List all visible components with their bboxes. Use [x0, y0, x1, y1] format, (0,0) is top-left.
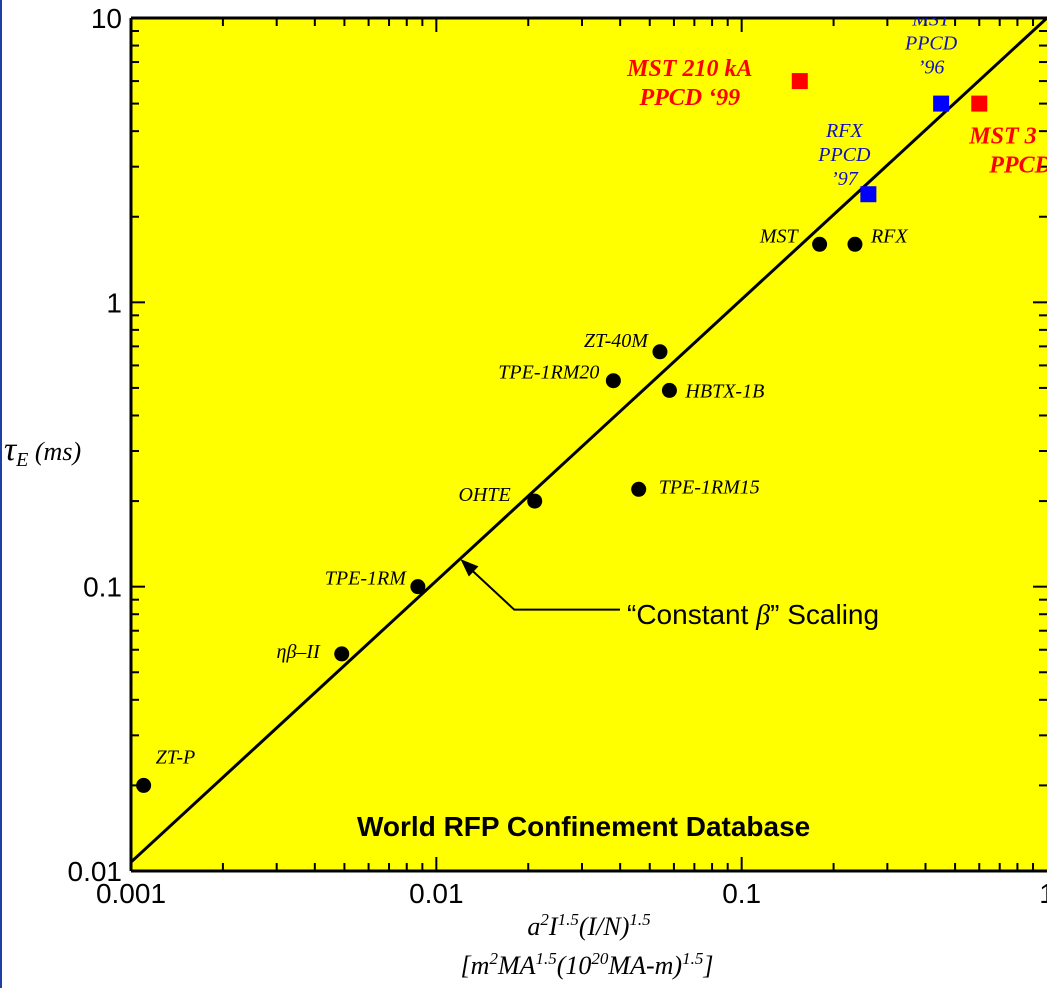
scaling-arrow: [467, 566, 620, 611]
data-point: [812, 236, 828, 252]
point-label: PPCD: [817, 144, 871, 166]
left-edge-bar: [0, 0, 2, 988]
data-point: [136, 777, 152, 793]
x-tick-label: 0.01: [409, 878, 464, 909]
point-label: MST 210 kA: [626, 56, 752, 82]
point-label: MST 3: [968, 124, 1036, 150]
point-label: MST: [911, 9, 952, 31]
data-points: [136, 73, 988, 793]
data-point: [652, 344, 668, 360]
point-label: RFX: [870, 225, 908, 247]
x-tick-label: 0.001: [96, 878, 166, 909]
point-label: MST: [759, 225, 800, 247]
data-point: [847, 236, 863, 252]
point-label: ’96: [918, 57, 945, 79]
point-label: ’97: [831, 168, 859, 190]
point-label: PPCD: [904, 33, 958, 55]
y-tick-label: 0.1: [83, 572, 122, 603]
scaling-annotation: “Constant β” Scaling: [627, 599, 879, 631]
data-point: [334, 646, 350, 662]
scaling-line: [131, 18, 1047, 865]
point-labels: ZT-P ηβ–II TPE-1RM OHTE TPE-1RM15 TPE-1RM20 HB…: [156, 9, 1047, 768]
point-label: TPE-1RM20: [498, 362, 599, 384]
database-label: World RFP Confinement Database: [357, 811, 810, 842]
point-label: PPCD: [988, 153, 1047, 179]
data-point: [631, 481, 647, 497]
data-point: [527, 493, 543, 509]
data-point-square: [971, 95, 988, 112]
data-point-square: [860, 186, 877, 203]
point-label: TPE-1RM: [325, 568, 407, 590]
point-label: TPE-1RM15: [659, 476, 760, 498]
x-axis-label-line1: a2I1.5(I/N)1.5: [527, 910, 650, 941]
x-axis-label-line2: [m2MA1.5(1020MA-m)1.5]: [461, 949, 714, 980]
data-point: [661, 382, 677, 398]
y-tick-label: 0.01: [68, 856, 123, 887]
y-tick-label: 10: [91, 3, 122, 34]
point-label: ηβ–II: [277, 641, 322, 663]
data-point: [605, 373, 621, 389]
point-label: PPCD ‘99: [638, 85, 740, 111]
point-label: RFX: [825, 120, 863, 142]
x-tick-label: 1: [1039, 878, 1047, 909]
data-point-square: [933, 95, 950, 112]
point-label: ZT-P: [156, 746, 196, 768]
data-point: [410, 579, 426, 595]
point-label: HBTX-1B: [684, 380, 764, 402]
scaling-arrow-head: [460, 559, 479, 577]
y-axis-label: τE (ms): [4, 431, 81, 471]
x-tick-label: 0.1: [722, 878, 761, 909]
data-point-square: [791, 73, 808, 90]
point-label: ZT-40M: [584, 330, 649, 352]
point-label: OHTE: [458, 484, 510, 506]
y-tick-label: 1: [106, 287, 122, 318]
